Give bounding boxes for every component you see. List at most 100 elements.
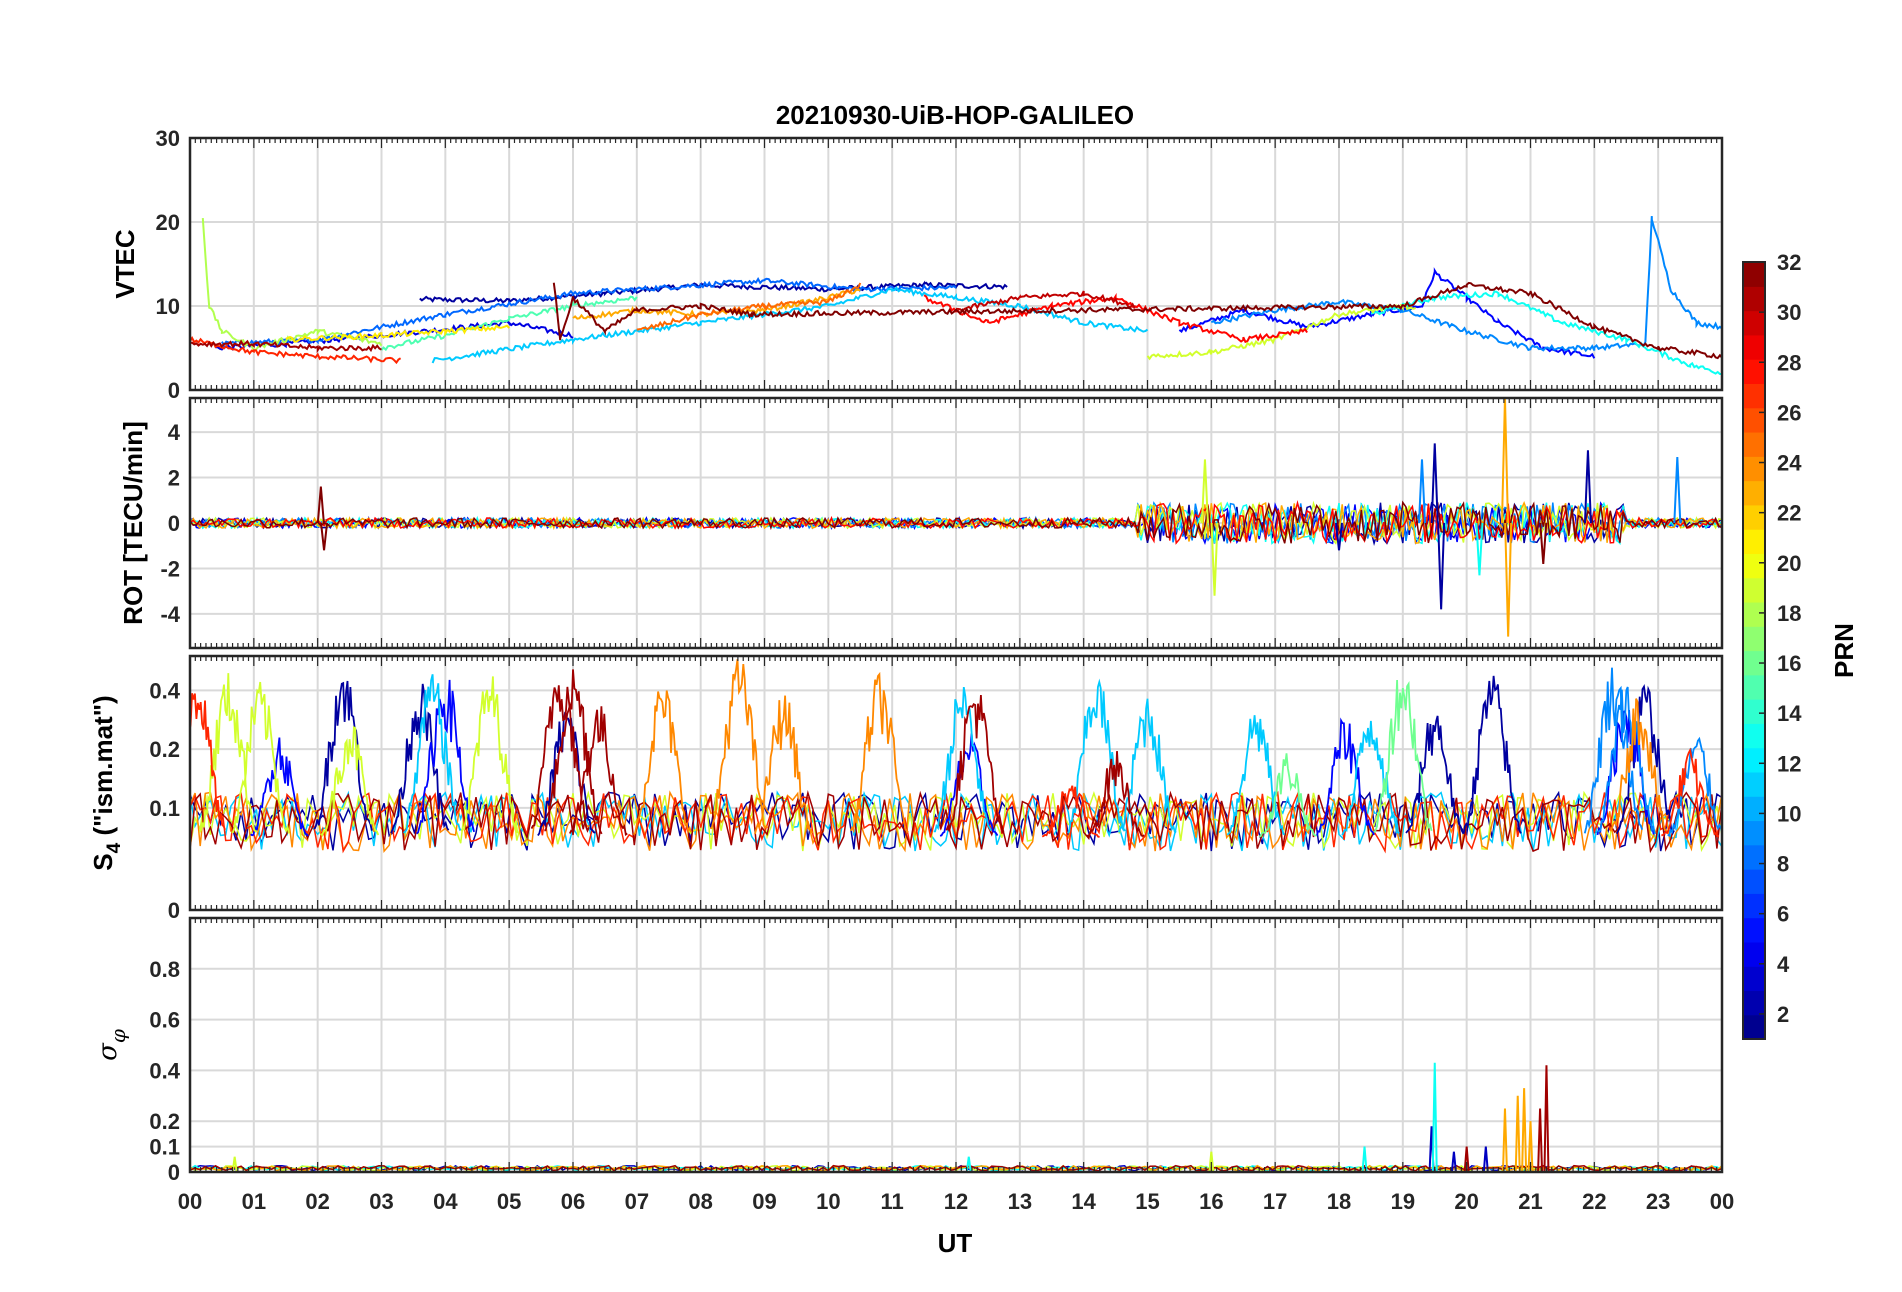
s4-burst-prn-9 (1667, 736, 1722, 837)
colorbar-segment (1743, 553, 1765, 579)
x-tick-label: 04 (433, 1189, 458, 1214)
y-tick-label: 10 (156, 294, 180, 319)
x-tick-label: 00 (178, 1189, 202, 1214)
vtec-series-prn-15 (380, 295, 638, 352)
y-axis-label: σφ (93, 1029, 130, 1061)
colorbar-segment (1743, 1014, 1765, 1040)
s4-burst-prn-5 (1315, 717, 1375, 837)
panel-rot: -4 -2 0 2 4 ROT [TECU/min] (118, 396, 1724, 650)
s4-burst-prn-2 (1405, 715, 1465, 835)
vtec-series-prn-25 (636, 282, 862, 331)
colorbar-tick-label: 4 (1777, 952, 1790, 977)
colorbar-tick-label: 26 (1777, 400, 1801, 425)
s4-burst-prn-19 (231, 681, 290, 834)
colorbar-tick-label: 6 (1777, 902, 1789, 927)
colorbar-segment (1743, 747, 1765, 773)
sigma-spike-prn-31 (1463, 1146, 1470, 1172)
y-tick-label: 20 (156, 210, 180, 235)
x-tick-label: 05 (497, 1189, 521, 1214)
colorbar-segment (1743, 601, 1765, 627)
y-tick-label: 0 (168, 511, 180, 536)
colorbar-segment (1743, 310, 1765, 336)
sigma-spike-prn-23 (1514, 1095, 1521, 1172)
colorbar-tick-label: 14 (1777, 701, 1802, 726)
colorbar-segment (1743, 286, 1765, 312)
rot-spike-prn-2 (1335, 522, 1343, 551)
panel-s4: 0 0.1 0.2 0.4 S4 ("ism.mat") (88, 654, 1724, 923)
y-tick-label: 30 (156, 126, 180, 151)
s4-burst-prn-11 (403, 674, 462, 834)
s4-burst-prn-31 (1086, 751, 1145, 837)
sigma-spike-prn-23 (1501, 1108, 1508, 1172)
s4-burst-prn-5 (1596, 709, 1656, 836)
colorbar-segment (1743, 699, 1765, 724)
x-tick-label: 15 (1135, 1189, 1159, 1214)
x-tick-label: 02 (305, 1189, 329, 1214)
rot-spike-prn-2 (1437, 522, 1446, 610)
y-tick-label: 0.4 (149, 1058, 180, 1083)
colorbar-tick-label: 2 (1777, 1002, 1789, 1027)
colorbar-label: PRN (1829, 623, 1859, 678)
colorbar-tick-label: 24 (1777, 451, 1802, 476)
s4-burst-prn-27 (1660, 747, 1720, 838)
x-tick-label: 06 (561, 1189, 585, 1214)
y-tick-label: 2 (168, 466, 180, 491)
s4-burst-prn-24 (710, 659, 769, 830)
panel-vtec: 0 10 20 30 VTEC (110, 126, 1724, 403)
s4-burst-prn-9 (1583, 667, 1644, 834)
sigma-spike-prn-23 (1527, 1121, 1534, 1172)
vtec-series-prn-28 (923, 292, 1308, 344)
colorbar-segment (1743, 820, 1765, 846)
s4-burst-prn-11 (933, 686, 992, 833)
vtec-series-prn-32 (552, 281, 1722, 360)
vtec-series-prn-27 (190, 336, 402, 365)
s4-burst-prn-31 (568, 706, 628, 837)
s4-burst-prn-5 (250, 737, 309, 837)
colorbar-segment (1743, 869, 1765, 894)
x-tick-label: 11 (881, 1189, 904, 1214)
x-tick-label: 13 (1008, 1189, 1032, 1214)
y-tick-label: 0 (168, 1160, 180, 1185)
s4-burst-prn-9 (1597, 686, 1656, 835)
colorbar-tick-label: 28 (1777, 350, 1801, 375)
panel-sigma_phi: 00.10.2 0.4 0.6 0.8 σφ (93, 916, 1724, 1185)
colorbar-tick-label: 8 (1777, 852, 1789, 877)
x-tick-label: 12 (944, 1189, 968, 1214)
s4-burst-prn-31 (544, 669, 603, 835)
colorbar-segment (1743, 723, 1765, 749)
rot-spike-prn-23 (1500, 398, 1509, 524)
rot-spike-prn-19 (1200, 459, 1209, 524)
colorbar-segment (1743, 262, 1765, 287)
x-tick-label: 00 (1710, 1189, 1734, 1214)
s4-burst-prn-11 (1067, 678, 1126, 834)
sigma-spike-prn-3 (1450, 1151, 1457, 1172)
colorbar-segment (1743, 383, 1765, 409)
data-group (190, 398, 1722, 637)
colorbar-segment (1743, 480, 1765, 506)
colorbar-segment (1743, 504, 1765, 530)
rot-spike-prn-19 (1210, 522, 1219, 596)
s4-burst-prn-19 (460, 676, 520, 834)
x-tick-label: 09 (752, 1189, 776, 1214)
vtec-series-prn-19 (1146, 303, 1416, 361)
s4-burst-prn-24 (754, 695, 814, 835)
s4-burst-prn-2 (313, 680, 373, 831)
chart-title: 20210930-UiB-HOP-GALILEO (776, 100, 1134, 130)
colorbar-segment (1743, 966, 1765, 992)
s4-burst-prn-24 (632, 690, 692, 836)
x-tick-labels: 00 01 02 03 04 05 06 07 08 09 10 11 12 13 14 15 16 17 18 19… (178, 1189, 1734, 1214)
y-tick-label: -4 (160, 602, 180, 627)
s4-burst-prn-19 (320, 725, 380, 837)
s4-burst-prn-2 (1462, 675, 1522, 834)
colorbar-segment (1743, 359, 1765, 385)
y-tick-label: 0.4 (149, 678, 180, 703)
colorbar-segment (1743, 334, 1765, 360)
rot-noise-prn-32 (190, 500, 1722, 544)
x-tick-label: 01 (242, 1189, 266, 1214)
data-group (190, 659, 1722, 854)
x-tick-label: 14 (1071, 1189, 1096, 1214)
y-tick-label: 0 (168, 898, 180, 923)
colorbar-tick-label: 12 (1777, 751, 1801, 776)
